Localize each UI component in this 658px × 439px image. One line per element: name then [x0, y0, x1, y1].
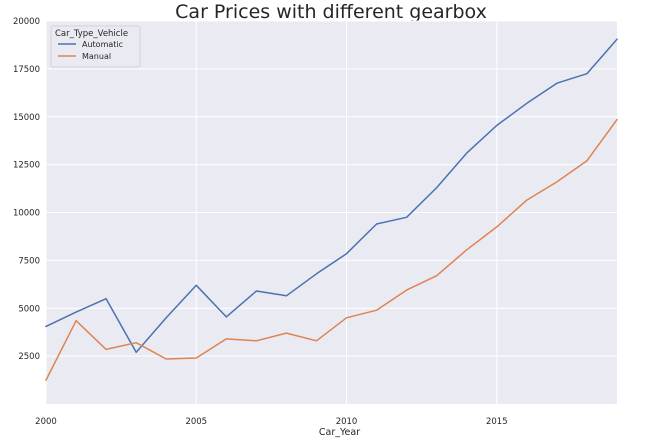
y-tick-label: 5000 [18, 304, 40, 314]
series-line-manual [45, 118, 618, 381]
y-tick-label: 15000 [13, 113, 40, 123]
x-axis-ticks: 2000 2005 2010 2015 [35, 417, 507, 427]
y-tick-label: 17500 [13, 65, 40, 75]
y-tick-label: 12500 [13, 161, 40, 171]
x-tick-label: 2010 [336, 417, 358, 427]
x-tick-label: 2000 [35, 417, 57, 427]
x-axis-label: Car_Year [319, 427, 360, 438]
y-tick-label: 20000 [13, 17, 40, 27]
legend-title: Car_Type_Vehicle [55, 29, 128, 39]
y-axis-ticks: 2500 5000 7500 10000 12500 15000 17500 20000 [13, 17, 40, 362]
chart-title: Car Prices with different gearbox [175, 1, 487, 23]
y-tick-label: 10000 [13, 209, 40, 219]
x-tick-label: 2005 [185, 417, 207, 427]
legend: Car_Type_Vehicle Automatic Manual [50, 25, 141, 68]
legend-label: Manual [82, 52, 111, 61]
legend-label: Automatic [82, 40, 123, 49]
y-tick-label: 2500 [18, 352, 40, 362]
grid-lines [45, 20, 617, 404]
legend-items: Automatic Manual [58, 40, 123, 61]
x-tick-label: 2015 [486, 417, 508, 427]
series-lines [45, 38, 618, 381]
y-tick-label: 7500 [18, 256, 40, 266]
series-line-automatic [45, 38, 618, 354]
